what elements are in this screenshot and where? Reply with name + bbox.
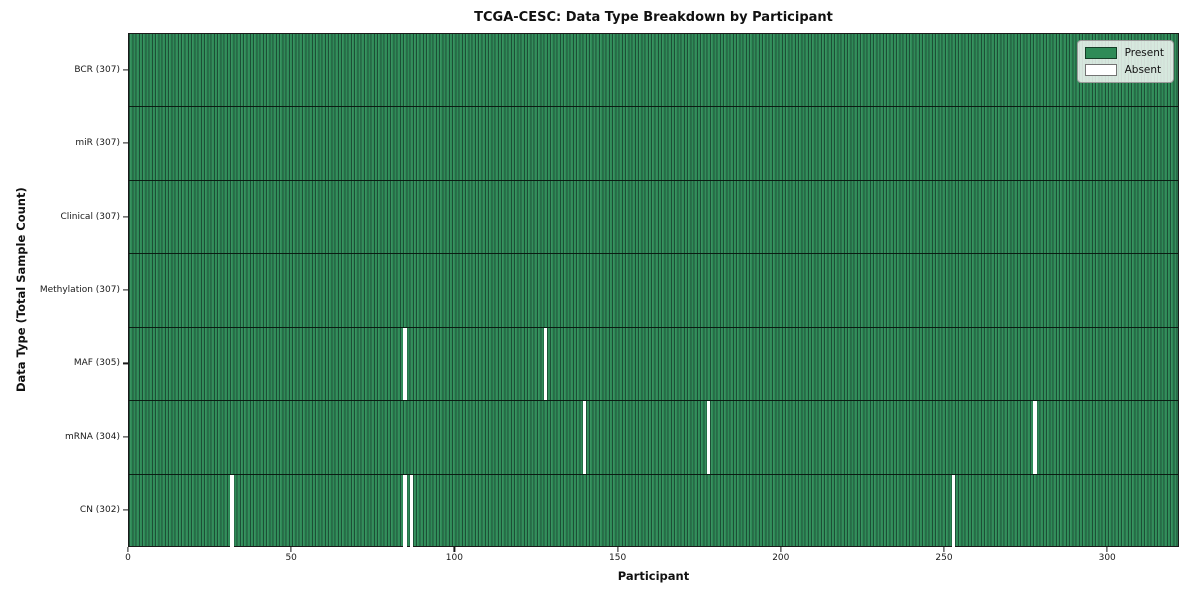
x-tick-mark [453,547,455,552]
matrix-row-bcr [129,34,1178,108]
y-tick-label: Methylation (307) [39,285,120,295]
matrix-row-methylation [129,254,1178,328]
y-tick-mark [123,289,128,291]
legend-swatch-absent [1084,64,1117,76]
y-tick-mark [123,215,128,218]
x-tick-mark [127,547,129,552]
absent-gap [706,401,711,474]
y-tick-label: MAF (305) [73,358,120,369]
y-tick-label: miR (307) [75,138,120,149]
y-tick-label: Clinical (307) [60,211,120,222]
absent-gap [403,327,407,401]
legend-entry: Present [1084,47,1164,59]
y-tick-mark [123,436,128,438]
absent-gap [403,474,407,548]
x-tick-label: 100 [445,553,463,563]
x-tick-mark [617,547,619,552]
y-tick-mark [123,142,128,144]
absent-gap [230,474,234,548]
legend-swatch-present [1084,47,1117,59]
x-tick-mark [290,547,292,552]
chart-title: TCGA-CESC: Data Type Breakdown by Partic… [474,10,833,25]
x-tick-label: 300 [1098,553,1116,563]
y-tick-label: mRNA (304) [65,431,120,442]
y-tick-label: BCR (307) [74,64,120,75]
matrix-row-cn [129,474,1178,548]
y-tick-mark [123,362,128,365]
legend-entry: Absent [1084,64,1164,76]
x-tick-mark [780,547,782,552]
rows-container [129,34,1178,548]
absent-gap [1033,401,1037,474]
absent-gap [543,327,548,401]
x-tick-label: 200 [772,553,790,563]
x-tick-label: 50 [285,553,297,563]
matrix-row-mrna [129,401,1178,475]
matrix-row-mir [129,107,1178,181]
absent-gap [951,474,956,548]
y-tick-label: CN (302) [79,505,120,516]
x-axis-label: Participant [617,569,690,583]
x-tick-mark [1106,547,1108,552]
absent-gap [582,401,587,474]
legend: Present Absent [1076,40,1174,83]
matrix-row-maf [129,327,1178,402]
x-tick-label: 250 [935,553,953,563]
x-tick-mark [943,547,945,552]
x-tick-label: 0 [125,553,131,563]
absent-gap [409,474,414,548]
legend-label: Absent [1124,64,1162,76]
x-tick-label: 150 [609,553,627,563]
matrix-row-clinical [129,181,1178,255]
plot-area: Present Absent [128,33,1179,548]
legend-label: Present [1124,47,1164,59]
y-tick-mark [123,509,128,511]
y-tick-mark [123,69,128,71]
